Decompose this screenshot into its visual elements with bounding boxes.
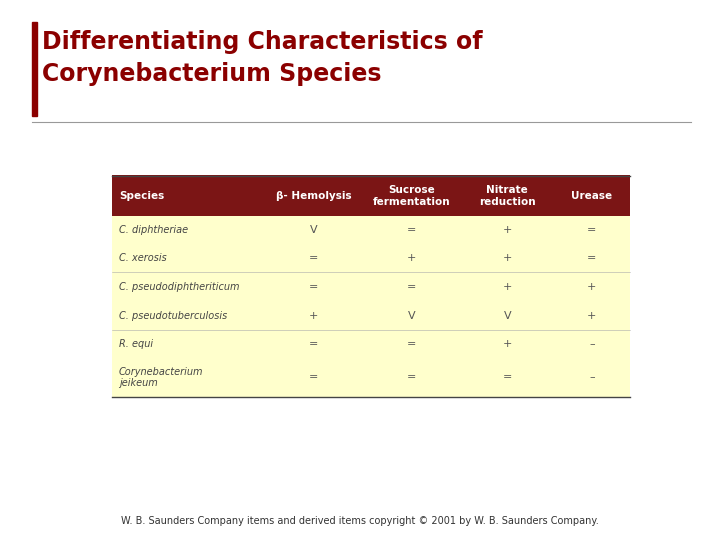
Text: =: = xyxy=(587,225,596,235)
Text: =: = xyxy=(407,339,416,349)
Text: Corynebacterium
jeikeum: Corynebacterium jeikeum xyxy=(119,367,203,388)
Text: Corynebacterium Species: Corynebacterium Species xyxy=(42,62,382,86)
Text: +: + xyxy=(407,253,416,263)
Text: =: = xyxy=(407,225,416,235)
Text: =: = xyxy=(587,253,596,263)
Text: V: V xyxy=(408,311,415,321)
Text: V: V xyxy=(310,225,318,235)
Text: =: = xyxy=(309,282,318,292)
Text: +: + xyxy=(503,339,512,349)
Text: =: = xyxy=(309,253,318,263)
Text: =: = xyxy=(407,373,416,382)
Text: +: + xyxy=(587,311,596,321)
Text: C. pseudodiphtheriticum: C. pseudodiphtheriticum xyxy=(119,282,239,292)
Text: –: – xyxy=(589,339,595,349)
Text: C. diphtheriae: C. diphtheriae xyxy=(119,225,188,235)
Text: R. equi: R. equi xyxy=(119,339,153,349)
Text: =: = xyxy=(309,373,318,382)
Text: +: + xyxy=(503,282,512,292)
Text: Differentiating Characteristics of: Differentiating Characteristics of xyxy=(42,30,482,53)
Text: β- Hemolysis: β- Hemolysis xyxy=(276,191,351,201)
Text: V: V xyxy=(503,311,511,321)
Text: Urease: Urease xyxy=(571,191,613,201)
Text: +: + xyxy=(503,225,512,235)
Text: Species: Species xyxy=(119,191,164,201)
Text: =: = xyxy=(503,373,512,382)
Text: –: – xyxy=(589,373,595,382)
Text: =: = xyxy=(407,282,416,292)
Text: +: + xyxy=(503,253,512,263)
Text: Sucrose
fermentation: Sucrose fermentation xyxy=(373,185,451,206)
Text: +: + xyxy=(309,311,318,321)
Text: C. xerosis: C. xerosis xyxy=(119,253,166,263)
Text: C. pseudotuberculosis: C. pseudotuberculosis xyxy=(119,311,227,321)
Text: Nitrate
reduction: Nitrate reduction xyxy=(479,185,536,206)
Text: +: + xyxy=(587,282,596,292)
Text: W. B. Saunders Company items and derived items copyright © 2001 by W. B. Saunder: W. B. Saunders Company items and derived… xyxy=(121,516,599,526)
Text: =: = xyxy=(309,339,318,349)
